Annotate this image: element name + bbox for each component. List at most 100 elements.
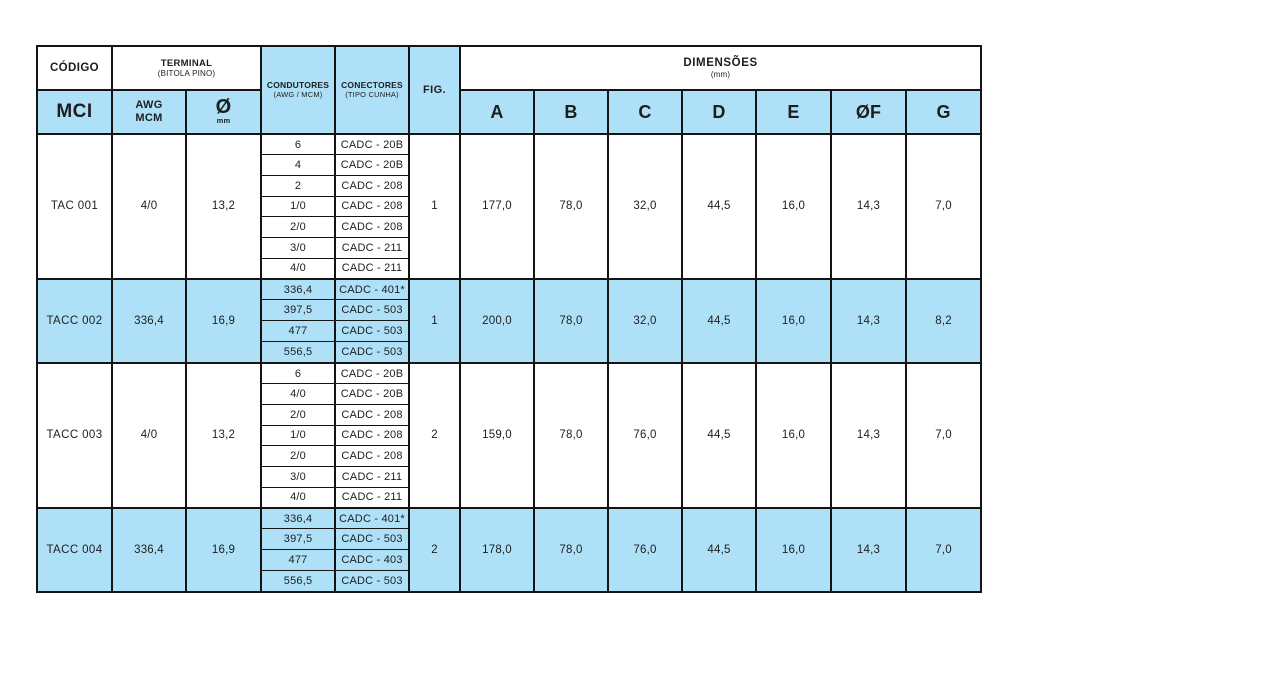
table-row: 1/0 CADC - 208 (37, 195, 981, 218)
spec-table: CÓDIGO TERMINAL (BITOLA PINO) CONDUTORES… (36, 45, 983, 593)
table-row: 1/0 CADC - 208 (37, 424, 981, 447)
awg-cell: 4/0 (111, 361, 187, 509)
dim-cell-g: 8,2 (905, 277, 983, 364)
conductor-size-cell: 2/0 (260, 445, 337, 467)
code-cell: TACC 004 (36, 506, 113, 593)
dim-cell-øf: 14,3 (830, 133, 908, 280)
header-dim-d: D (681, 89, 758, 135)
dim-cell-d: 44,5 (681, 133, 758, 280)
dim-cell-øf: 14,3 (830, 361, 908, 509)
dim-cell-b: 78,0 (533, 277, 610, 364)
connector-cell: CADC - 20B (334, 361, 411, 385)
dim-cell-øf: 14,3 (830, 277, 908, 364)
dim-col-a-label: A (490, 101, 504, 122)
connector-cell: CADC - 20B (334, 383, 411, 405)
dim-col-g-label: G (936, 101, 951, 122)
dim-cell-d: 44,5 (681, 506, 758, 593)
dim-cell-c: 32,0 (607, 133, 684, 280)
conductor-size-cell: 4/0 (260, 383, 337, 405)
conductor-size-cell: 4/0 (260, 257, 337, 280)
conectores-title: CONECTORES (341, 80, 403, 91)
header-awg-mcm: AWG MCM (111, 89, 187, 135)
table-body: TAC 001 4/0 13,2 6 CADC - 20B 1 177,0 78,0 32,0 4… (36, 133, 983, 593)
awg-line1: AWG (135, 99, 163, 112)
dim-cell-a: 178,0 (459, 506, 536, 593)
conductor-size-cell: 6 (260, 133, 337, 156)
table-row: 4/0 CADC - 211 (37, 257, 981, 280)
connector-cell: CADC - 208 (334, 195, 411, 218)
dim-cell-d: 44,5 (681, 277, 758, 364)
header-dim-c: C (607, 89, 684, 135)
conductor-size-cell: 336,4 (260, 277, 337, 301)
table-row: 4 CADC - 20B (37, 154, 981, 176)
dim-cell-a: 177,0 (459, 133, 536, 280)
connector-cell: CADC - 503 (334, 528, 411, 551)
fig-cell: 1 (408, 133, 462, 280)
conductor-size-cell: 3/0 (260, 237, 337, 259)
header-dimensoes: DIMENSÕES (mm) (459, 45, 983, 91)
conductor-size-cell: 1/0 (260, 424, 337, 447)
dim-cell-c: 32,0 (607, 277, 684, 364)
header-condutores: CONDUTORES (AWG / MCM) (260, 45, 337, 135)
header-fig: FIG. (408, 45, 462, 135)
fig-cell: 2 (408, 506, 462, 593)
connector-cell: CADC - 20B (334, 133, 411, 156)
dim-col-of-label: ØF (855, 101, 882, 122)
header-codigo: CÓDIGO (36, 45, 113, 91)
dim-col-c-label: C (638, 101, 652, 122)
conectores-subtitle: (TIPO CUNHA) (345, 90, 399, 100)
dim-col-e-label: E (787, 101, 800, 122)
conductor-size-cell: 1/0 (260, 195, 337, 218)
table-row: TACC 002 336,4 16,9 336,4 CADC - 401* 1 200,0 7… (36, 277, 983, 364)
conductor-size-cell: 2 (260, 174, 337, 197)
mci-label: MCI (56, 101, 93, 122)
dim-cell-g: 7,0 (905, 506, 983, 593)
connector-cell: CADC - 401* (334, 277, 411, 301)
conductor-size-cell: 397,5 (260, 299, 337, 322)
dim-cell-øf: 14,3 (830, 506, 908, 593)
dim-cell-c: 76,0 (607, 506, 684, 593)
header-mci: MCI (36, 89, 113, 135)
table-row: 2/0 CADC - 208 (37, 403, 981, 426)
dim-cell-c: 76,0 (607, 361, 684, 509)
dimensoes-title: DIMENSÕES (683, 56, 758, 69)
dim-cell-d: 44,5 (681, 361, 758, 509)
header-dim-g: G (905, 89, 983, 135)
table-row: 3/0 CADC - 211 (37, 465, 981, 488)
dim-cell-b: 78,0 (533, 506, 610, 593)
connector-cell: CADC - 211 (334, 465, 411, 488)
conductor-size-cell: 2/0 (260, 216, 337, 239)
dim-cell-b: 78,0 (533, 361, 610, 509)
condutores-subtitle: (AWG / MCM) (273, 90, 323, 100)
table-row: 556,5 CADC - 503 (37, 570, 981, 593)
connector-cell: CADC - 401* (334, 506, 411, 530)
table-header: CÓDIGO TERMINAL (BITOLA PINO) CONDUTORES… (36, 45, 983, 135)
conductor-size-cell: 336,4 (260, 506, 337, 530)
diameter-unit: mm (216, 116, 231, 125)
table-row: 2 CADC - 208 (37, 174, 981, 197)
header-dim-a: A (459, 89, 536, 135)
code-cell: TACC 002 (36, 277, 113, 364)
connector-cell: CADC - 208 (334, 424, 411, 447)
awg-line2: MCM (135, 112, 163, 124)
connector-cell: CADC - 503 (334, 341, 411, 364)
dim-cell-e: 16,0 (755, 133, 833, 280)
header-conectores: CONECTORES (TIPO CUNHA) (334, 45, 411, 135)
conductor-size-cell: 6 (260, 361, 337, 385)
dim-col-d-label: D (712, 101, 726, 122)
conductor-size-cell: 556,5 (260, 570, 337, 593)
fig-cell: 1 (408, 277, 462, 364)
diameter-cell: 13,2 (184, 133, 263, 280)
dim-cell-e: 16,0 (755, 277, 833, 364)
diameter-cell: 16,9 (184, 506, 263, 593)
header-dim-of: ØF (830, 89, 908, 135)
table-row: 397,5 CADC - 503 (37, 528, 981, 551)
conductor-size-cell: 556,5 (260, 341, 337, 364)
table-row: TACC 003 4/0 13,2 6 CADC - 20B 2 159,0 78,0 76,0… (36, 361, 983, 509)
table-row: 4/0 CADC - 211 (37, 486, 981, 509)
dim-cell-g: 7,0 (905, 133, 983, 280)
table-row: 477 CADC - 403 (37, 549, 981, 572)
table-row: 3/0 CADC - 211 (37, 237, 981, 259)
connector-cell: CADC - 20B (334, 154, 411, 176)
